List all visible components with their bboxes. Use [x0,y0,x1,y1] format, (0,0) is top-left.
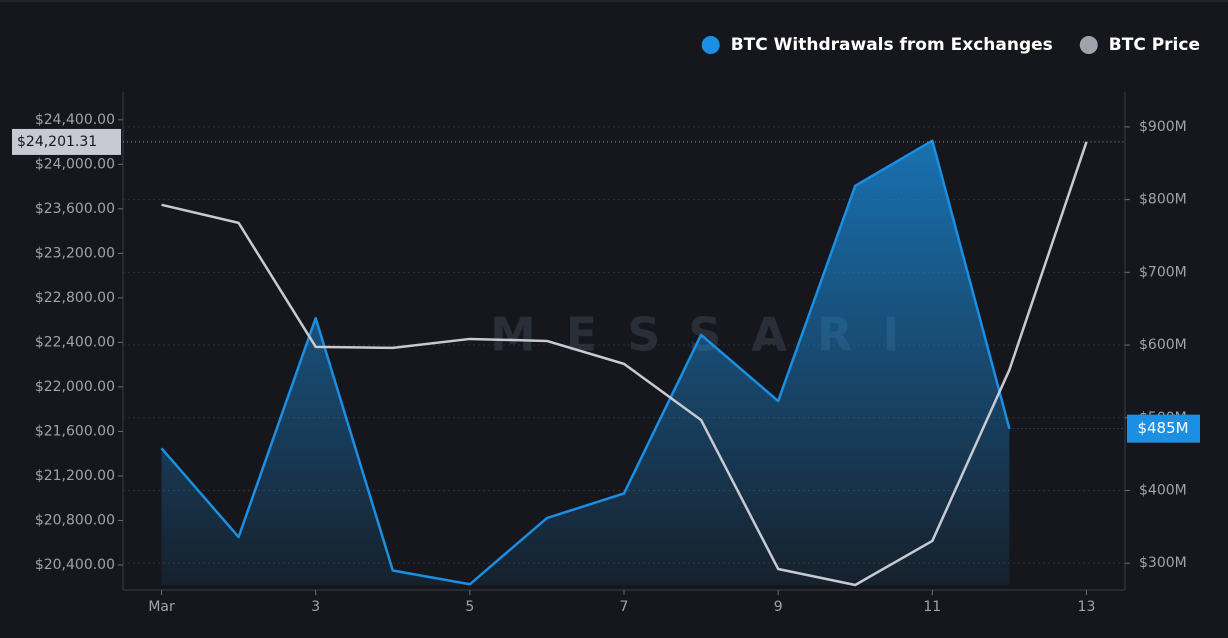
line [161,141,1088,587]
y2-tick-label: $700M [1139,264,1187,280]
line [160,139,1011,586]
y-tick-label: $22,800.00 [35,290,115,306]
y-tick-label: $20,400.00 [35,557,115,573]
y-tick-label: $23,600.00 [35,201,115,217]
y-tick-label: $22,400.00 [35,334,115,350]
y2-tick-label: $300M [1139,555,1187,571]
y-tick-label: $21,600.00 [35,423,115,439]
y-tick-label: $21,200.00 [35,468,115,484]
value-tag-label: $485M [1137,419,1188,437]
y-tick-label: $22,000.00 [35,379,115,395]
x-tick-label: 13 [1078,599,1096,615]
x-tick-label: 7 [620,599,629,615]
y-tick-label: $23,200.00 [35,245,115,261]
y-tick-label: $24,400.00 [35,112,115,128]
y2-tick-label: $600M [1139,337,1187,353]
legend-label: BTC Withdrawals from Exchanges [731,35,1053,55]
x-tick-label: 5 [465,599,474,615]
value-tag [1127,414,1200,443]
y-tick-label: $20,800.00 [35,512,115,528]
value-tag [12,128,121,155]
x-tick-label: 3 [311,599,320,615]
y-tick-label: $24,000.00 [35,156,115,172]
area [161,140,1010,585]
y2-tick-label: $800M [1139,192,1187,208]
value-tag-label: $24,201.31 [17,134,97,150]
x-tick-label: 11 [923,599,941,615]
y2-tick-label: $900M [1139,119,1187,135]
x-tick-label: 9 [774,599,783,615]
legend-label: BTC Price [1109,35,1200,55]
y2-tick-label: $400M [1139,482,1187,498]
legend-marker [1079,36,1098,54]
legend-marker [701,36,720,54]
x-tick-label: Mar [148,599,175,615]
